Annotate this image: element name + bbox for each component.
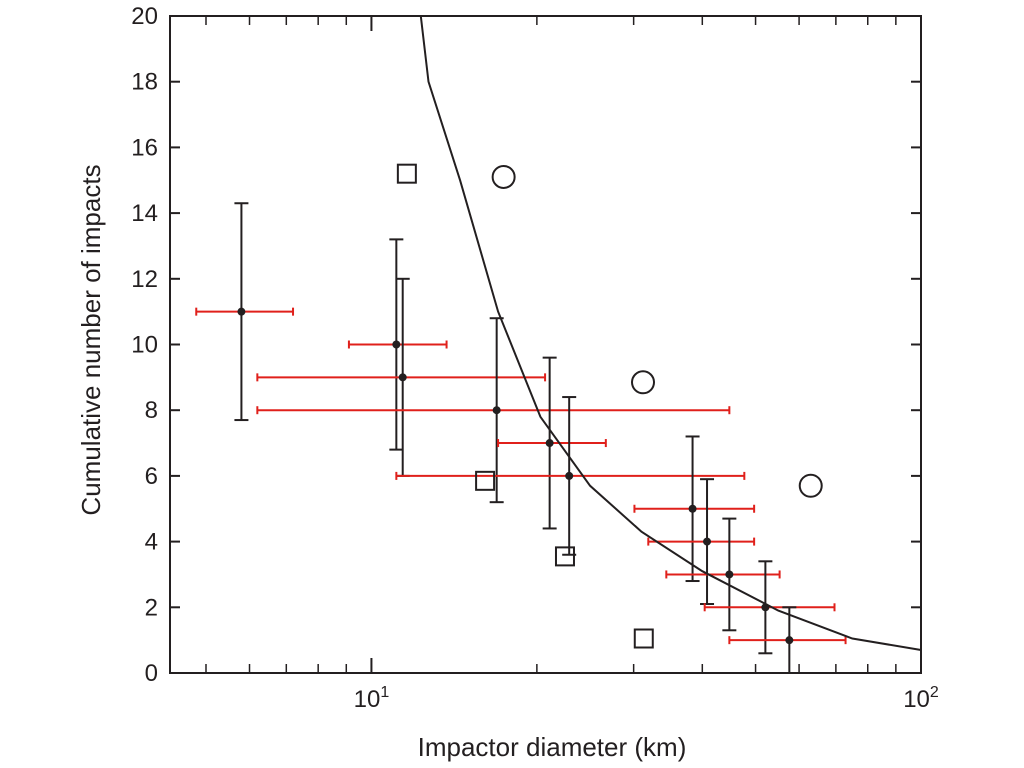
y-tick-label: 12	[131, 266, 158, 293]
square-marker	[554, 546, 575, 567]
data-point	[633, 435, 756, 583]
data-point	[665, 517, 781, 632]
data-dot	[703, 537, 712, 546]
y-tick-label: 0	[145, 660, 158, 687]
chart-axes: 0 2 4 6 8 10 12 14 16 18 20 101 102	[131, 3, 939, 713]
y-tick-label: 6	[145, 463, 158, 490]
x-axis-title: Impactor diameter (km)	[418, 732, 687, 762]
data-point	[728, 606, 847, 673]
y-tick-label: 20	[131, 3, 158, 30]
data-point	[256, 277, 547, 477]
x-tick-label: 102	[903, 684, 939, 713]
circle-marker	[491, 164, 516, 189]
data-dot	[392, 340, 401, 349]
data-dot	[237, 307, 246, 316]
circle-marker	[631, 370, 656, 395]
y-axis-title: Cumulative number of impacts	[76, 164, 106, 515]
square-marker	[396, 163, 417, 184]
square-marker	[475, 470, 496, 491]
y-tick-label: 4	[145, 529, 158, 556]
y-tick-label: 2	[145, 594, 158, 621]
y-tick-label: 18	[131, 69, 158, 96]
data-dot	[725, 570, 734, 579]
y-tick-label: 8	[145, 397, 158, 424]
y-tick-label: 10	[131, 332, 158, 359]
chart-marks	[195, 15, 922, 673]
y-tick-label: 16	[131, 134, 158, 161]
data-dot	[492, 406, 501, 415]
data-point	[647, 478, 756, 606]
data-point	[497, 356, 607, 530]
data-dot	[545, 439, 554, 448]
circle-marker	[798, 473, 823, 498]
data-dot	[785, 636, 794, 645]
plot-frame	[169, 15, 922, 674]
y-tick-label: 14	[131, 200, 158, 227]
data-point	[395, 396, 746, 556]
square-marker	[633, 628, 654, 649]
data-point	[347, 238, 448, 451]
data-dot	[565, 471, 574, 480]
data-point	[195, 202, 295, 422]
data-dot	[398, 373, 407, 382]
x-tick-label: 101	[354, 684, 390, 713]
model-curve	[419, 15, 922, 651]
data-dot	[688, 504, 697, 513]
